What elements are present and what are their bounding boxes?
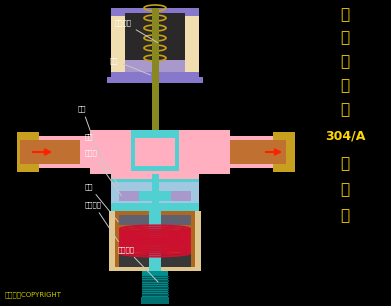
Text: 控制弹簧: 控制弹簧	[115, 19, 158, 43]
Text: 中体: 中体	[85, 133, 118, 186]
Bar	[152, 8, 159, 130]
Text: 支撑板: 支撑板	[85, 149, 122, 196]
Bar	[111, 203, 199, 211]
Bar	[17, 132, 39, 172]
Bar	[152, 174, 159, 211]
Bar	[107, 77, 203, 83]
Text: 下盖: 下盖	[85, 183, 118, 222]
Bar	[111, 72, 199, 80]
Bar	[111, 8, 199, 80]
Bar	[142, 271, 168, 300]
Bar	[90, 130, 230, 174]
Bar	[131, 130, 179, 174]
Text: 阀芯: 阀芯	[110, 57, 151, 75]
Text: 喉嘴: 喉嘴	[78, 105, 94, 141]
Bar	[20, 140, 80, 164]
Bar	[119, 215, 191, 225]
Bar	[111, 8, 199, 16]
Bar	[141, 297, 169, 304]
Bar	[115, 211, 195, 267]
Text: 东方仿真COPYRIGHT: 东方仿真COPYRIGHT	[5, 291, 62, 298]
Bar	[119, 253, 191, 267]
Text: 阀: 阀	[341, 103, 350, 118]
Text: 指: 指	[341, 156, 350, 171]
Bar	[125, 13, 185, 70]
Bar	[230, 140, 286, 164]
Text: 304/A: 304/A	[325, 129, 365, 143]
Bar	[25, 136, 93, 168]
Bar	[135, 138, 175, 166]
Bar	[111, 174, 199, 211]
Text: 器: 器	[341, 208, 350, 223]
Bar	[273, 132, 295, 172]
Text: 调节螺钉: 调节螺钉	[118, 246, 158, 282]
Bar	[119, 191, 191, 201]
Bar	[125, 60, 185, 72]
Bar	[111, 171, 199, 179]
Bar	[149, 211, 161, 271]
Bar	[139, 191, 171, 201]
Text: 压: 压	[341, 79, 350, 94]
Text: 奥: 奥	[341, 31, 350, 46]
Text: 控制弹簧: 控制弹簧	[85, 201, 118, 242]
Text: 挥: 挥	[341, 182, 350, 197]
Bar	[109, 211, 201, 271]
Text: 飞: 飞	[341, 8, 350, 23]
Bar	[111, 174, 199, 182]
Bar	[218, 136, 286, 168]
Text: 调: 调	[341, 54, 350, 69]
